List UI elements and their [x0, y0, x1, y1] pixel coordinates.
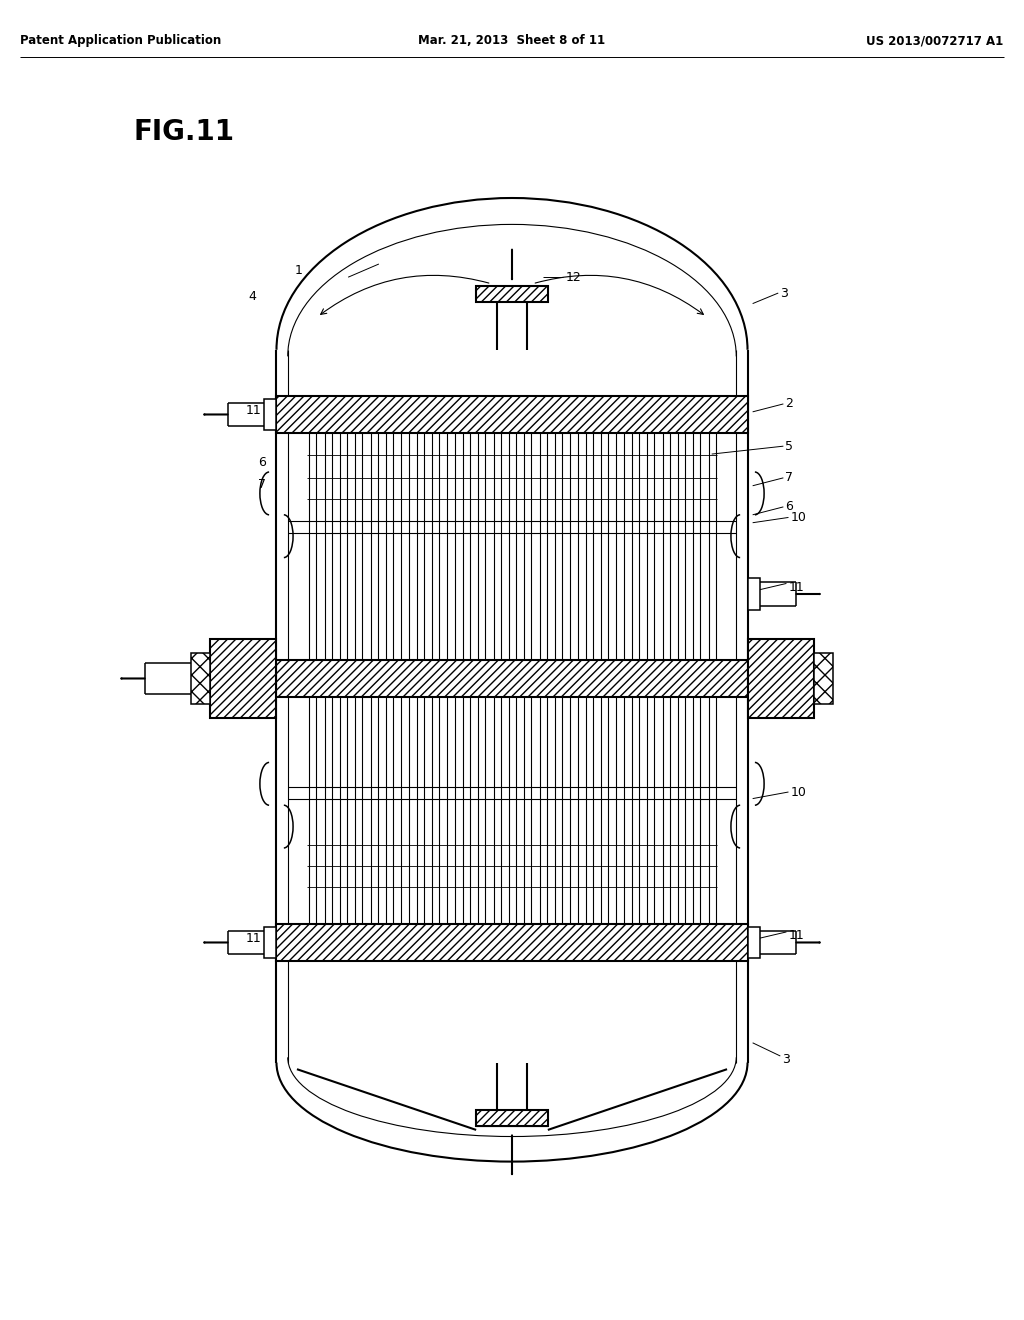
- Bar: [276, 396, 748, 433]
- Text: 3: 3: [788, 643, 797, 656]
- Bar: [748, 639, 814, 718]
- Text: 12: 12: [565, 271, 581, 284]
- Bar: [264, 663, 276, 694]
- Bar: [748, 927, 760, 958]
- Text: 3: 3: [780, 286, 788, 300]
- Text: 11: 11: [246, 404, 261, 417]
- Text: 10: 10: [791, 785, 807, 799]
- Text: 3: 3: [782, 1053, 791, 1067]
- Bar: [476, 286, 548, 302]
- Text: 7: 7: [785, 471, 794, 484]
- Text: 4: 4: [248, 290, 256, 304]
- Text: 6: 6: [258, 455, 266, 469]
- Text: 5: 5: [785, 440, 794, 453]
- Bar: [210, 639, 276, 718]
- Text: 1: 1: [294, 264, 302, 277]
- Text: FIG.11: FIG.11: [133, 117, 234, 147]
- Text: 10: 10: [791, 511, 807, 524]
- Text: 2: 2: [785, 397, 794, 411]
- Text: 7: 7: [258, 478, 266, 491]
- Text: 11: 11: [788, 581, 804, 594]
- Bar: [264, 927, 276, 958]
- Bar: [264, 399, 276, 430]
- Text: 11: 11: [788, 929, 804, 942]
- Text: US 2013/0072717 A1: US 2013/0072717 A1: [866, 34, 1004, 48]
- Text: 6: 6: [785, 500, 794, 513]
- Bar: [191, 653, 210, 704]
- Bar: [276, 660, 748, 697]
- Text: Mar. 21, 2013  Sheet 8 of 11: Mar. 21, 2013 Sheet 8 of 11: [419, 34, 605, 48]
- Text: 11: 11: [246, 932, 261, 945]
- Text: 16: 16: [788, 664, 804, 677]
- Bar: [276, 924, 748, 961]
- Bar: [748, 578, 760, 610]
- Text: 3: 3: [788, 685, 797, 698]
- Text: 11: 11: [246, 668, 261, 681]
- Bar: [814, 653, 833, 704]
- Bar: [476, 1110, 548, 1126]
- Text: Patent Application Publication: Patent Application Publication: [20, 34, 222, 48]
